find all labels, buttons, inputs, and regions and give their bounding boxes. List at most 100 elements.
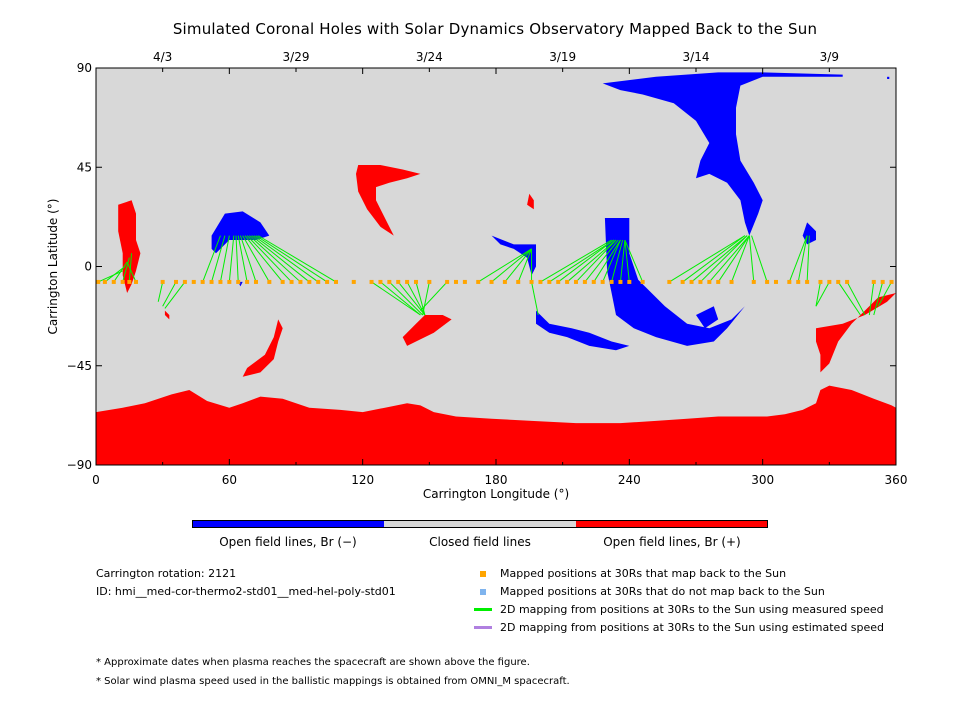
coronal-hole-positive — [118, 200, 141, 293]
mapping-line — [748, 235, 755, 282]
legend-label: 2D mapping from positions at 30Rs to the… — [500, 603, 884, 616]
mapping-line — [422, 281, 430, 316]
mapped-point — [254, 279, 258, 284]
coronal-hole-positive — [402, 315, 452, 346]
coronal-hole-positive — [816, 293, 896, 373]
mapped-point — [476, 279, 481, 284]
y-tick-label: 0 — [84, 260, 92, 274]
mapped-point — [445, 279, 450, 284]
y-axis-label: Carrington Latitude (°) — [46, 199, 60, 335]
mapped-point — [689, 279, 694, 284]
mapping-line — [371, 281, 421, 316]
mapped-point — [267, 279, 272, 284]
mapped-point — [787, 279, 792, 284]
mapping-line — [104, 266, 126, 283]
mapped-point — [369, 279, 374, 284]
mapped-point — [751, 279, 756, 284]
date-label: 3/19 — [549, 50, 576, 64]
mapping-line — [420, 281, 448, 311]
coronal-hole-positive — [527, 193, 534, 210]
carrington-rotation: Carrington rotation: 2121 — [96, 567, 237, 580]
mapped-point — [889, 279, 894, 284]
mapping-line — [504, 248, 532, 283]
mapping-line — [619, 239, 626, 282]
mapping-line — [788, 235, 808, 283]
mapped-point — [765, 279, 770, 284]
map-chart: 0 60 120 180 240 300 360 −90 −45 0 45 90 4/3 3/29 3/24… — [46, 50, 907, 501]
purple-line-icon — [474, 626, 492, 629]
coronal-hole-negative — [887, 76, 890, 79]
axes: 0 60 120 180 240 300 360 −90 −45 0 45 90 4/3 3/29 3/24… — [46, 50, 907, 501]
mapped-point — [127, 279, 132, 284]
coronal-hole-positive — [164, 310, 170, 320]
date-label: 3/9 — [820, 50, 839, 64]
mapped-point — [334, 279, 338, 284]
mapped-point — [351, 279, 356, 284]
coronal-hole-positive — [356, 165, 421, 236]
mapping-line — [491, 248, 532, 283]
x-tick-label: 120 — [351, 473, 374, 487]
mapping-line — [877, 281, 892, 307]
mapped-point — [818, 279, 823, 284]
legend-item-measured: 2D mapping from positions at 30Rs to the… — [474, 603, 898, 617]
x-axis-label: Carrington Longitude (°) — [423, 487, 569, 501]
mapped-point — [462, 279, 467, 284]
mapping-line — [549, 239, 615, 283]
mapping-line — [731, 235, 750, 283]
mapped-point — [489, 279, 494, 284]
mapping-line — [128, 253, 133, 282]
colorbar-open-positive — [575, 521, 767, 527]
footnote-speed: * Solar wind plasma speed used in the ba… — [96, 676, 570, 687]
mapped-point — [227, 279, 232, 284]
mapped-point — [405, 279, 410, 284]
mapped-point — [96, 279, 101, 284]
mapping-line — [235, 235, 239, 282]
mapped-point — [827, 279, 832, 284]
mapped-point — [516, 279, 521, 284]
mapped-point — [289, 279, 294, 284]
coronal-hole-negative — [604, 218, 745, 346]
mapping-line — [242, 235, 270, 283]
mapped-point — [836, 279, 841, 284]
chart-title: Simulated Coronal Holes with Solar Dynam… — [172, 20, 818, 38]
colorbar-closed — [384, 521, 576, 527]
mapping-line — [669, 235, 746, 283]
mapping-line — [380, 281, 421, 316]
mapping-line — [700, 235, 748, 283]
y-tick-label: 90 — [77, 61, 92, 75]
mapped-point — [609, 279, 614, 284]
mapped-point — [191, 279, 196, 284]
mapped-point — [618, 279, 623, 284]
mapped-point — [845, 279, 850, 284]
colorbar — [192, 520, 768, 528]
mapping-line — [873, 281, 884, 316]
x-tick-label: 240 — [618, 473, 641, 487]
mapped-point — [414, 279, 418, 284]
mapped-point — [387, 279, 392, 284]
mapping-line — [251, 235, 310, 283]
mapped-point — [729, 279, 734, 284]
legend-item-mapped: Mapped positions at 30Rs that map back t… — [478, 567, 898, 581]
date-label: 4/3 — [153, 50, 172, 64]
mapping-line — [228, 235, 235, 282]
mapped-point — [582, 279, 587, 284]
legend-label: 2D mapping from positions at 30Rs to the… — [500, 621, 885, 634]
mapping-line — [98, 270, 123, 283]
mapping-line — [162, 281, 177, 307]
mapped-point — [698, 279, 703, 284]
mapped-point — [200, 279, 205, 284]
colorbar-label-closed: Closed field lines — [429, 535, 531, 549]
mapping-line — [239, 235, 257, 283]
mapping-line — [126, 261, 137, 283]
mapping-line — [682, 235, 746, 283]
plot-area — [96, 68, 896, 465]
green-line-icon — [474, 608, 492, 611]
mapping-line — [751, 235, 768, 283]
mapped-point — [454, 279, 458, 284]
closed-field-region — [96, 68, 896, 465]
mapped-point — [529, 279, 534, 284]
mapped-point — [298, 279, 303, 284]
run-id: ID: hmi__med-cor-thermo2-std01__med-hel-… — [96, 585, 396, 598]
mapped-point — [307, 279, 312, 284]
mapped-point — [245, 279, 250, 284]
